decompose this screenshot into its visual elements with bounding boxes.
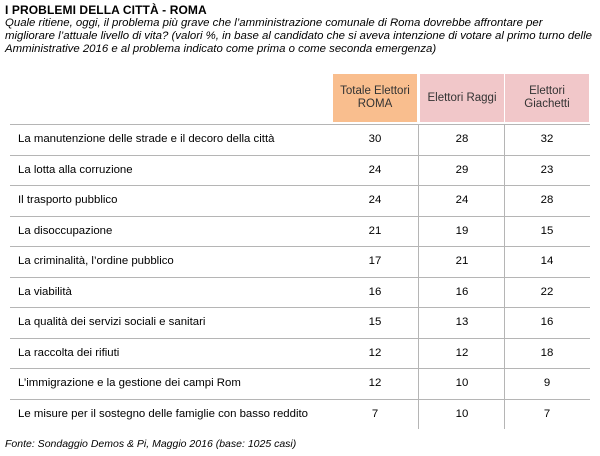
row-label: La viabilità [18,285,72,298]
value-raggi: 29 [455,163,469,176]
value-total: 21 [368,224,382,237]
value-giachetti: 14 [540,255,554,267]
table-row: La raccolta dei rifiuti 12 12 18 [10,337,590,369]
value-total: 12 [368,377,382,389]
value-total: 17 [368,255,382,267]
row-label: L’immigrazione e la gestione dei campi R… [18,377,241,389]
value-giachetti: 7 [543,407,551,420]
row-label: Le misure per il sostegno delle famiglie… [18,407,308,420]
table-row: La lotta alla corruzione 24 29 23 [10,154,590,186]
table-row: L’immigrazione e la gestione dei campi R… [10,368,590,399]
value-giachetti: 23 [540,163,554,176]
value-total: 24 [368,163,382,176]
value-total: 30 [368,133,382,145]
value-raggi: 12 [455,346,469,359]
value-giachetti: 22 [540,285,554,298]
row-label: La manutenzione delle strade e il decoro… [18,133,275,145]
table-row: La manutenzione delle strade e il decoro… [10,124,590,155]
value-raggi: 21 [455,255,469,267]
value-giachetti: 28 [540,194,554,206]
value-raggi: 28 [455,133,469,145]
column-header-raggi: Elettori Raggi [420,74,504,122]
value-giachetti: 16 [540,316,554,328]
value-total: 7 [371,407,379,420]
source-note: Fonte: Sondaggio Demos & Pi, Maggio 2016… [5,438,297,450]
value-raggi: 13 [455,316,469,328]
value-giachetti: 9 [543,377,551,389]
row-label: La raccolta dei rifiuti [18,346,120,359]
value-raggi: 10 [455,407,469,420]
value-giachetti: 15 [540,224,554,237]
row-label: La disoccupazione [18,224,113,237]
chart-subtitle: Quale ritiene, oggi, il problema più gra… [5,17,592,55]
table-row: La criminalità, l’ordine pubblico 17 21 14 [10,246,590,277]
value-total: 15 [368,316,382,328]
table-row: La disoccupazione 21 19 15 [10,215,590,247]
value-raggi: 10 [455,377,469,389]
table-row: Le misure per il sostegno delle famiglie… [10,398,590,430]
value-giachetti: 32 [540,133,554,145]
value-total: 12 [368,346,382,359]
row-label: Il trasporto pubblico [18,194,118,206]
value-raggi: 19 [455,224,469,237]
chart-title: I PROBLEMI DELLA CITTÀ - ROMA [5,3,207,17]
value-giachetti: 18 [540,346,554,359]
table-row: La viabilità 16 16 22 [10,276,590,308]
column-header-total: Totale Elettori ROMA [333,74,417,122]
table-row: La qualità dei servizi sociali e sanitar… [10,307,590,338]
column-header-giachetti: Elettori Giachetti [505,74,589,122]
value-raggi: 24 [455,194,469,206]
row-label: La qualità dei servizi sociali e sanitar… [18,316,206,328]
value-total: 24 [368,194,382,206]
value-total: 16 [368,285,382,298]
row-label: La lotta alla corruzione [18,163,133,176]
row-label: La criminalità, l’ordine pubblico [18,255,174,267]
table-body: La manutenzione delle strade e il decoro… [10,124,590,429]
table-row: Il trasporto pubblico 24 24 28 [10,185,590,216]
value-raggi: 16 [455,285,469,298]
